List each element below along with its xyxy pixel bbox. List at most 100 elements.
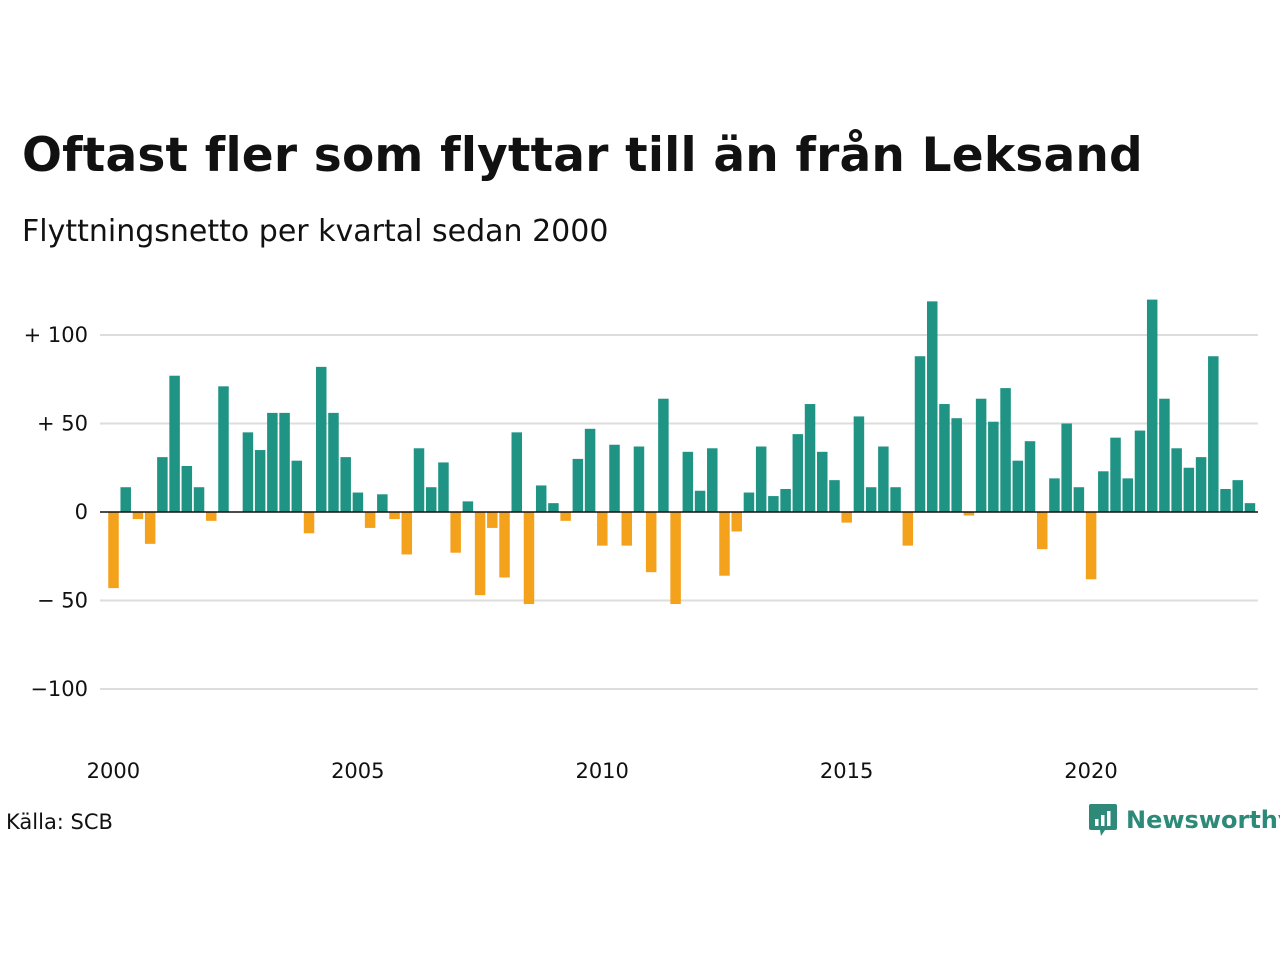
bar: [658, 398, 669, 512]
bar: [425, 487, 437, 512]
bar: [719, 512, 730, 576]
bar: [780, 488, 791, 512]
bar: [206, 512, 217, 521]
bar: [1012, 460, 1024, 512]
bar: [1220, 488, 1231, 512]
bar: [499, 512, 510, 578]
bar: [1049, 478, 1060, 512]
bar: [377, 494, 388, 512]
bar: [181, 465, 193, 512]
bar: [1061, 423, 1072, 512]
y-tick-label: + 50: [37, 412, 88, 436]
bar: [926, 301, 938, 512]
y-tick-label: + 100: [24, 323, 88, 347]
bar: [878, 446, 889, 512]
bar: [890, 487, 901, 512]
bar: [438, 462, 449, 512]
bar: [804, 404, 816, 512]
x-tick-label: 2005: [331, 759, 384, 783]
bar: [279, 412, 290, 512]
bar: [645, 512, 657, 573]
bar: [340, 457, 351, 512]
x-tick-label: 2015: [820, 759, 873, 783]
bar: [132, 512, 144, 520]
bar: [1000, 388, 1011, 512]
bar: [535, 485, 547, 512]
bar: [975, 398, 987, 512]
bar: [829, 480, 840, 512]
bar: [597, 512, 608, 546]
y-tick-label: −100: [30, 677, 88, 701]
bar: [523, 512, 535, 605]
bar: [254, 450, 266, 512]
bar: [462, 501, 474, 512]
bar: [1098, 471, 1109, 512]
bar: [169, 375, 180, 512]
chart-title: Oftast fler som flyttar till än från Lek…: [22, 128, 1143, 183]
bar: [731, 512, 742, 532]
bar: [914, 356, 926, 512]
bar: [1073, 487, 1085, 512]
bar: [193, 487, 205, 512]
bar: [707, 448, 718, 512]
bar: [817, 451, 828, 512]
bar: [487, 512, 498, 528]
bar: [218, 386, 229, 512]
bar: [572, 458, 584, 512]
newsworthy-brand[interactable]: Newsworthy: [1088, 802, 1280, 838]
bar: [474, 512, 486, 596]
bar: [352, 492, 364, 512]
bar: [584, 428, 596, 512]
bar: [621, 512, 632, 546]
bar: [1232, 480, 1243, 512]
chart-subtitle: Flyttningsnetto per kvartal sedan 2000: [22, 214, 609, 249]
bar: [755, 446, 767, 512]
bar: [120, 487, 131, 512]
bar: [1036, 512, 1048, 550]
source-note: Källa: SCB: [6, 810, 113, 834]
bar: [291, 460, 303, 512]
x-tick-label: 2000: [87, 759, 140, 783]
y-tick-labels: + 100 + 50 0 − 50 −100: [24, 323, 88, 701]
bar: [108, 512, 119, 589]
bar: [1244, 503, 1256, 512]
bar: [242, 432, 254, 512]
x-tick-labels: 2000 2005 2010 2015 2020: [87, 759, 1118, 783]
bar: [1110, 437, 1121, 512]
bar: [682, 451, 694, 512]
bar: [389, 512, 400, 520]
bars: [108, 299, 1256, 605]
bar: [1208, 356, 1219, 512]
brand-name: Newsworthy: [1126, 806, 1280, 834]
bar: [157, 457, 168, 512]
bar: [865, 487, 877, 512]
bar: [902, 512, 914, 546]
bar: [1146, 299, 1158, 512]
bar: [1183, 467, 1195, 512]
bar: [963, 512, 975, 516]
bar: [511, 432, 523, 512]
bar: [1195, 457, 1207, 512]
newsworthy-logo-icon: [1089, 804, 1117, 836]
bar: [670, 512, 681, 605]
bar: [841, 512, 852, 523]
bar: [548, 503, 559, 512]
bar: [144, 512, 156, 544]
bar: [609, 444, 620, 512]
x-tick-label: 2010: [575, 759, 628, 783]
bar: [303, 512, 315, 534]
bar: [450, 512, 461, 553]
bar: [1024, 441, 1036, 512]
bar: [267, 412, 278, 512]
bar: [853, 416, 865, 512]
bar: [939, 404, 950, 512]
bar: [633, 446, 645, 512]
bar: [1085, 512, 1097, 580]
bar: [694, 490, 706, 512]
bar: [413, 448, 425, 512]
bar: [1122, 478, 1134, 512]
bar: [1159, 398, 1170, 512]
bar: [1134, 430, 1146, 512]
bar: [743, 492, 755, 512]
y-tick-label: 0: [75, 500, 88, 524]
